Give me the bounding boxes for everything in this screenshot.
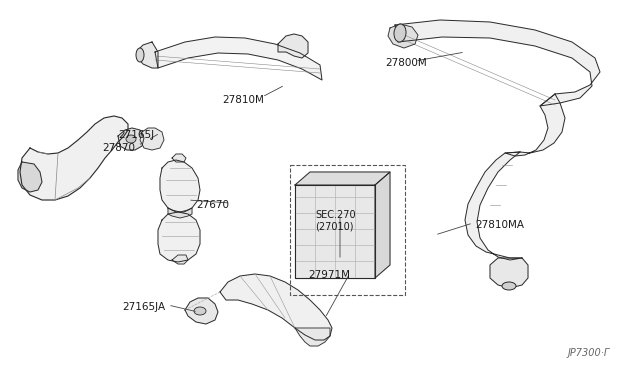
Text: 27165J: 27165J [118,130,154,140]
Polygon shape [295,328,330,346]
Ellipse shape [394,24,406,42]
Text: 27800M: 27800M [385,58,427,68]
Polygon shape [375,172,390,278]
Polygon shape [220,274,332,340]
Ellipse shape [502,282,516,290]
Polygon shape [118,128,144,150]
Ellipse shape [126,135,136,143]
Text: 27670: 27670 [196,200,229,210]
Ellipse shape [194,307,206,315]
Polygon shape [388,24,418,48]
Polygon shape [168,208,192,218]
Text: JP7300·Г: JP7300·Г [568,348,610,358]
Polygon shape [140,128,164,150]
Polygon shape [138,42,158,68]
Polygon shape [18,162,42,192]
Polygon shape [155,37,322,80]
Text: SEC.270
(27010): SEC.270 (27010) [315,210,356,232]
Polygon shape [465,152,522,260]
Bar [290,165,405,295]
Polygon shape [172,255,188,264]
Polygon shape [505,94,565,156]
Polygon shape [172,154,186,162]
Polygon shape [295,172,390,185]
Polygon shape [278,34,308,58]
Text: 27810MA: 27810MA [475,220,524,230]
Text: 27810M: 27810M [222,95,264,105]
Polygon shape [395,20,600,106]
Polygon shape [295,185,375,278]
Polygon shape [20,116,128,200]
Polygon shape [158,212,200,262]
Ellipse shape [136,48,144,62]
Text: 27870: 27870 [102,143,135,153]
Polygon shape [490,258,528,288]
Text: 27165JA: 27165JA [122,302,165,312]
Polygon shape [185,298,218,324]
Text: 27971M: 27971M [308,270,350,280]
Polygon shape [160,160,200,212]
